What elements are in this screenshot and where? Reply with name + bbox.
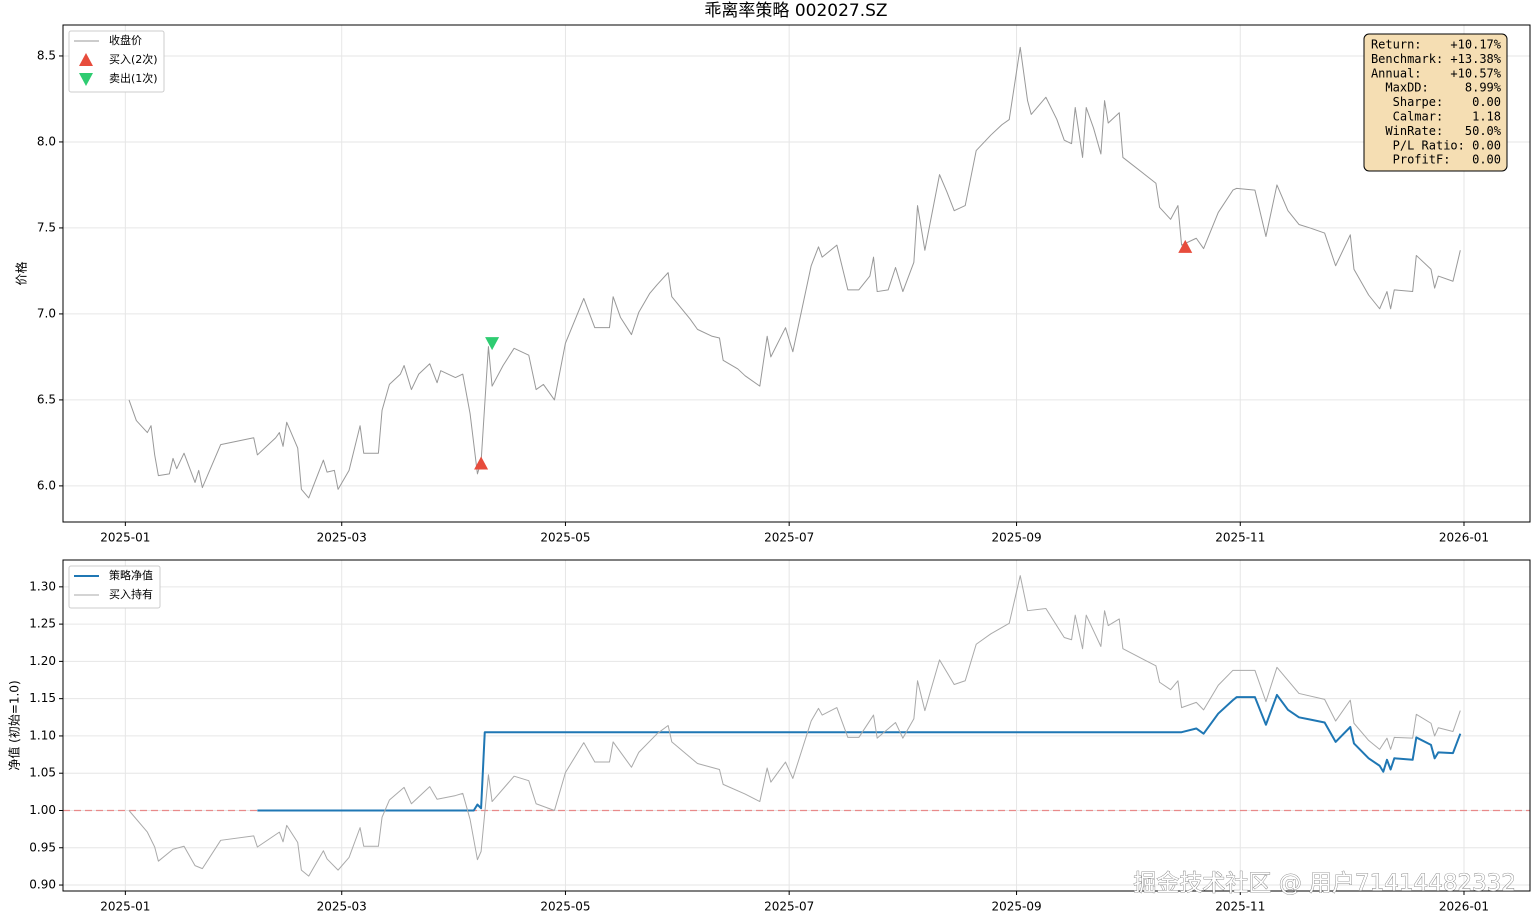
- stats-line: P/L Ratio: 0.00: [1393, 138, 1501, 152]
- x-tick-label: 2025-09: [991, 900, 1041, 914]
- stats-line: Return: +10.17%: [1371, 38, 1502, 52]
- stats-line: Annual: +10.57%: [1371, 66, 1502, 80]
- axes-frame: [62, 24, 1531, 523]
- x-tick-label: 2025-11: [1215, 900, 1265, 914]
- stats-box: [1363, 33, 1508, 172]
- y-tick-label: 1.30: [29, 579, 56, 593]
- stats-line: MaxDD: 8.99%: [1385, 81, 1501, 95]
- x-tick-label: 2025-05: [540, 531, 590, 545]
- x-tick-label: 2025-11: [1215, 531, 1265, 545]
- y-tick-label: 1.15: [29, 691, 56, 705]
- x-tick-label: 2026-01: [1439, 531, 1489, 545]
- y-axis-label: 价格: [14, 261, 29, 285]
- trade-marker: [1178, 239, 1193, 253]
- plot-area: [63, 25, 1530, 522]
- legend-marker: [79, 53, 93, 66]
- y-tick-label: 7.0: [37, 306, 56, 320]
- chart-title: 乖离率策略 002027.SZ: [704, 1, 887, 21]
- x-tick-label: 2025-07: [764, 531, 814, 545]
- axes-frame: [62, 559, 1531, 892]
- stats-line: WinRate: 50.0%: [1385, 124, 1501, 138]
- x-tick-label: 2026-01: [1439, 900, 1489, 914]
- stats-line: ProfitF: 0.00: [1393, 153, 1501, 167]
- y-tick-label: 0.95: [29, 840, 56, 854]
- legend-label: 买入(2次): [109, 52, 158, 66]
- legend-label: 收盘价: [109, 33, 142, 47]
- stats-line: Benchmark: +13.38%: [1371, 52, 1502, 66]
- legend-box: [68, 30, 165, 93]
- y-tick-label: 1.10: [29, 728, 56, 742]
- legend-label: 策略净值: [109, 568, 153, 582]
- legend-label: 买入持有: [109, 587, 153, 601]
- legend-label: 卖出(1次): [109, 71, 158, 85]
- plot-area: [63, 560, 1530, 891]
- trade-marker: [485, 337, 500, 351]
- x-tick-label: 2025-01: [100, 531, 150, 545]
- y-tick-label: 6.0: [37, 478, 56, 492]
- y-tick-label: 1.05: [29, 766, 56, 780]
- y-tick-label: 6.5: [37, 392, 56, 406]
- x-tick-label: 2025-09: [991, 531, 1041, 545]
- y-tick-label: 7.5: [37, 220, 56, 234]
- series-line: [128, 46, 1461, 499]
- legend-marker: [79, 73, 93, 86]
- x-tick-label: 2025-07: [764, 900, 814, 914]
- y-tick-label: 8.0: [37, 134, 56, 148]
- y-axis-label: 净值 (初始=1.0): [7, 680, 22, 770]
- trade-marker: [474, 456, 489, 470]
- y-tick-label: 8.5: [37, 48, 56, 62]
- watermark: 掘金技术社区 @ 用户71414482332: [1133, 871, 1516, 897]
- y-tick-label: 0.90: [29, 878, 56, 892]
- x-tick-label: 2025-03: [317, 531, 367, 545]
- x-tick-label: 2025-01: [100, 900, 150, 914]
- series-line: [128, 575, 1461, 877]
- stats-line: Calmar: 1.18: [1393, 110, 1501, 124]
- y-tick-label: 1.00: [29, 803, 56, 817]
- y-tick-label: 1.25: [29, 617, 56, 631]
- series-line: [257, 693, 1462, 812]
- stats-line: Sharpe: 0.00: [1393, 95, 1501, 109]
- x-tick-label: 2025-03: [317, 900, 367, 914]
- x-tick-label: 2025-05: [540, 900, 590, 914]
- y-tick-label: 1.20: [29, 654, 56, 668]
